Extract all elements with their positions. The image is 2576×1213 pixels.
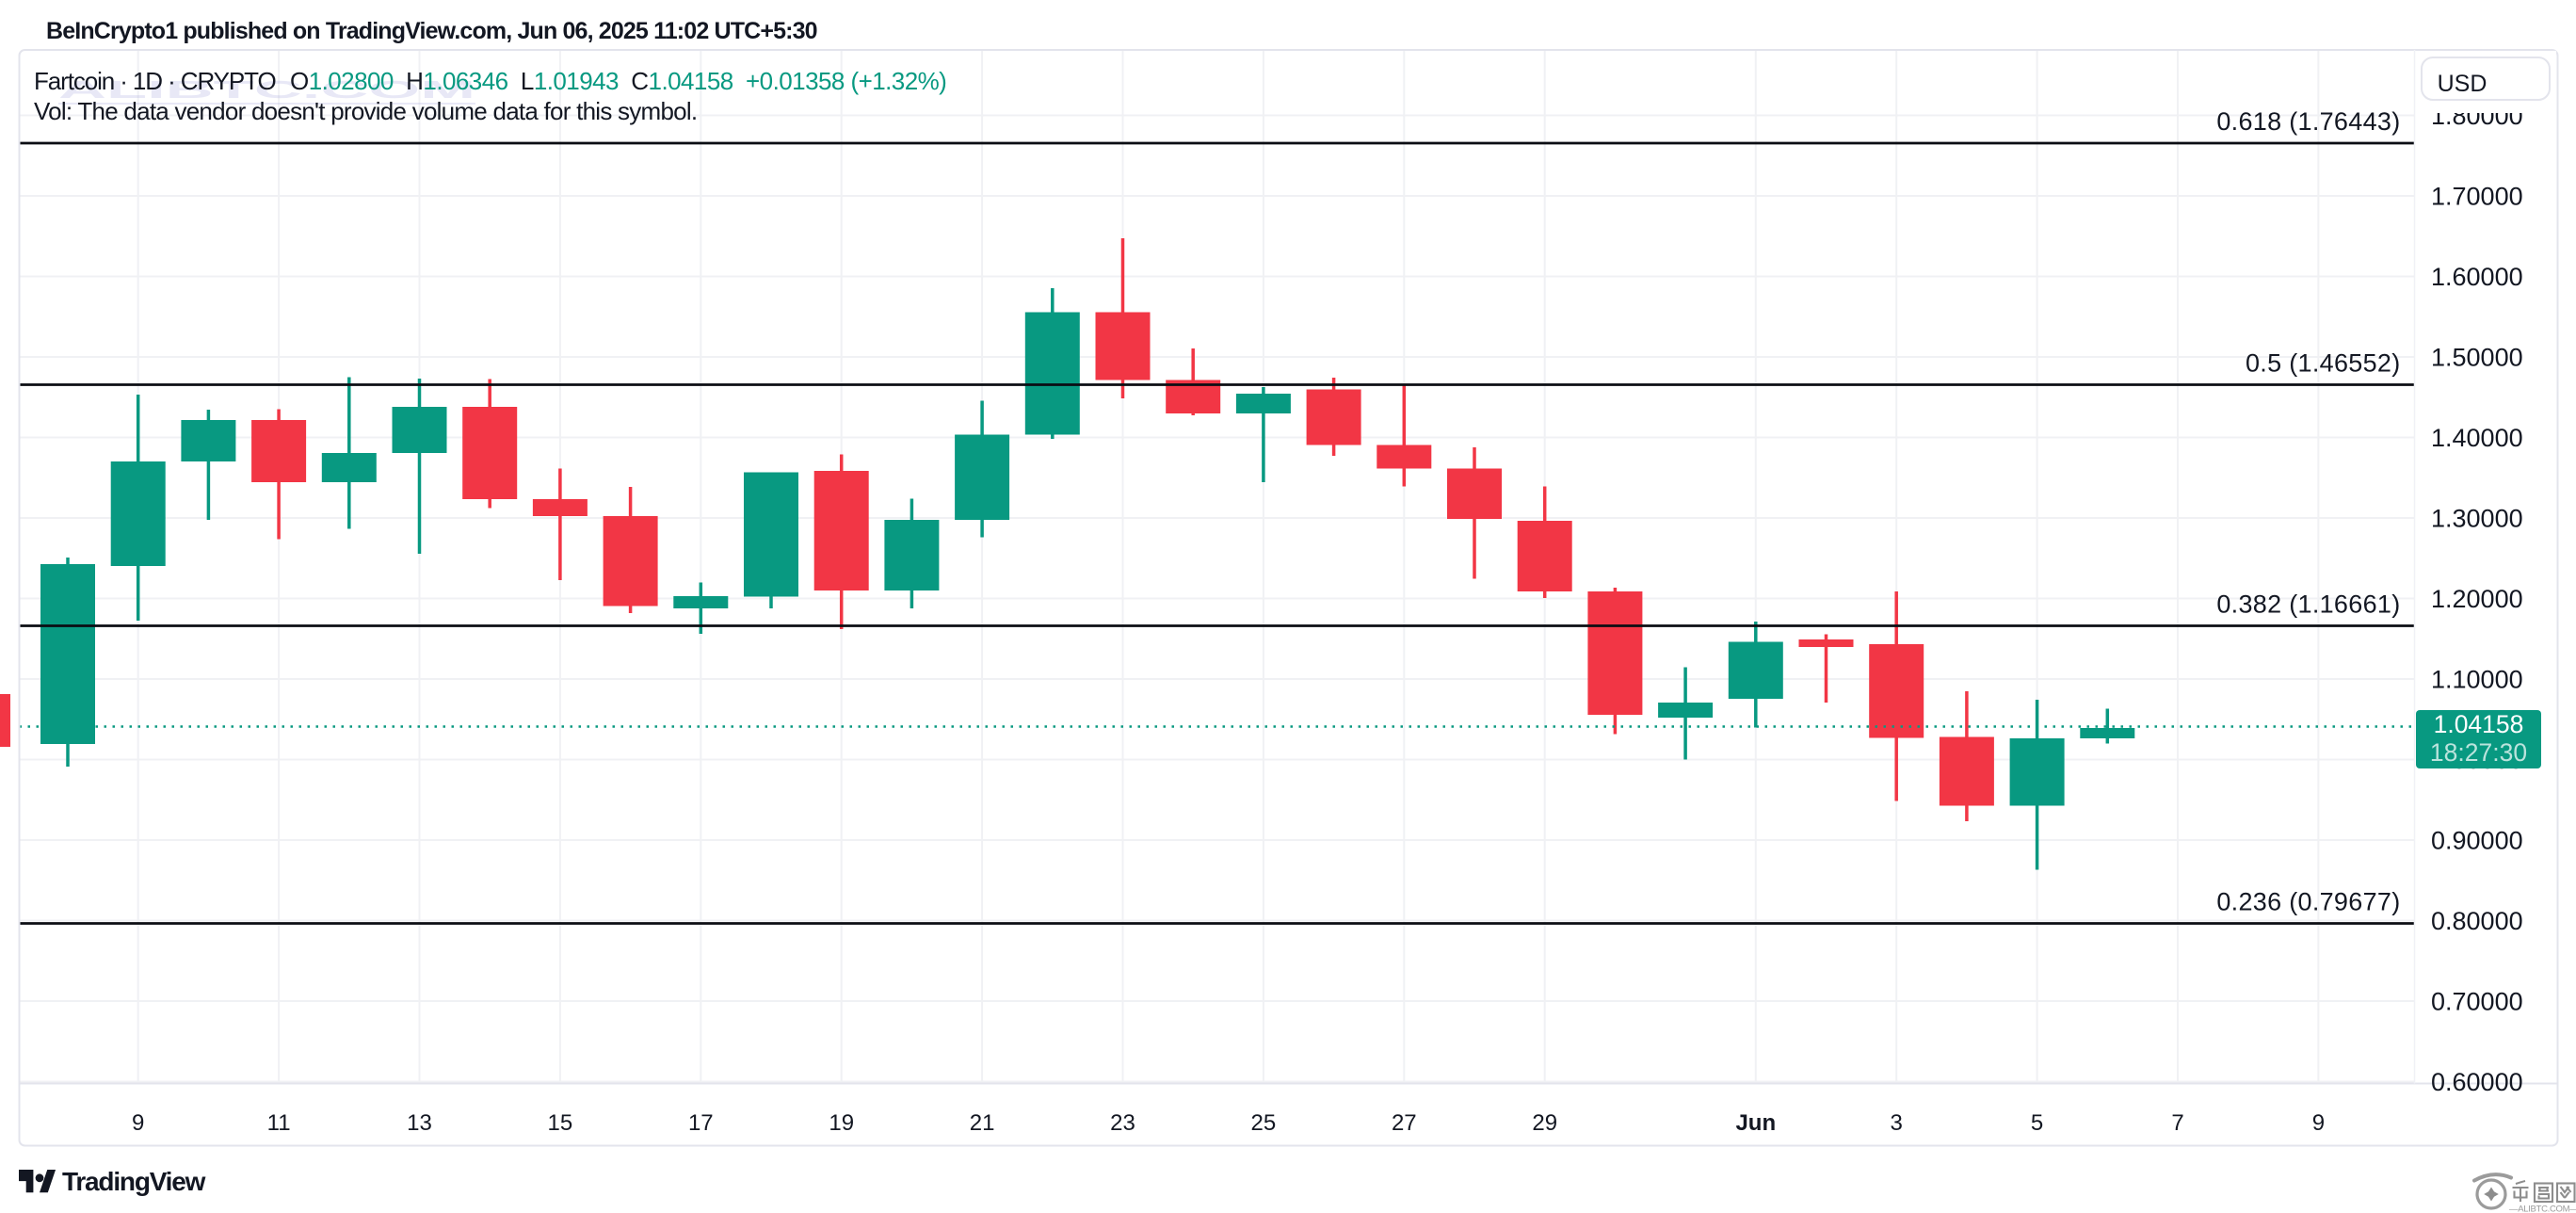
svg-text:7: 7 bbox=[2171, 1110, 2183, 1136]
svg-text:1.40000: 1.40000 bbox=[2431, 424, 2523, 452]
svg-text:1.20000: 1.20000 bbox=[2431, 585, 2523, 613]
svg-text:9: 9 bbox=[2312, 1110, 2325, 1136]
svg-text:1.10000: 1.10000 bbox=[2431, 666, 2523, 694]
svg-text:21: 21 bbox=[970, 1110, 995, 1136]
svg-text:TradingView: TradingView bbox=[62, 1167, 206, 1196]
svg-text:29: 29 bbox=[1532, 1110, 1557, 1136]
svg-text:1.60000: 1.60000 bbox=[2431, 263, 2523, 291]
svg-text:1.50000: 1.50000 bbox=[2431, 344, 2523, 372]
svg-text:13: 13 bbox=[407, 1110, 432, 1136]
svg-text:0.70000: 0.70000 bbox=[2431, 988, 2523, 1016]
svg-text:5: 5 bbox=[2031, 1110, 2043, 1136]
svg-text:11: 11 bbox=[267, 1110, 291, 1136]
svg-text:USD: USD bbox=[2438, 71, 2487, 97]
svg-text:9: 9 bbox=[132, 1110, 144, 1136]
svg-text:0.90000: 0.90000 bbox=[2431, 827, 2523, 855]
svg-text:Jun: Jun bbox=[1735, 1110, 1776, 1136]
svg-text:0.60000: 0.60000 bbox=[2431, 1068, 2523, 1096]
svg-text:19: 19 bbox=[829, 1110, 854, 1136]
svg-text:1.70000: 1.70000 bbox=[2431, 183, 2523, 211]
svg-text:BeInCrypto1 published on Tradi: BeInCrypto1 published on TradingView.com… bbox=[46, 18, 817, 44]
svg-text:0.236 (0.79677): 0.236 (0.79677) bbox=[2216, 888, 2400, 916]
svg-text:0.382 (1.16661): 0.382 (1.16661) bbox=[2216, 590, 2400, 619]
svg-text:18:27:30: 18:27:30 bbox=[2430, 738, 2527, 767]
svg-text:0.80000: 0.80000 bbox=[2431, 907, 2523, 935]
svg-text:17: 17 bbox=[688, 1110, 714, 1136]
svg-text:15: 15 bbox=[548, 1110, 573, 1136]
svg-text:—ALIBTC.COM—: —ALIBTC.COM— bbox=[2509, 1205, 2576, 1213]
svg-text:27: 27 bbox=[1392, 1110, 1417, 1136]
svg-text:25: 25 bbox=[1251, 1110, 1277, 1136]
svg-text:ALIBTC.COM: ALIBTC.COM bbox=[58, 75, 475, 104]
svg-text:0.5 (1.46552): 0.5 (1.46552) bbox=[2246, 349, 2401, 378]
svg-text:Fartcoin · 1D · CRYPTO: Fartcoin · 1D · CRYPTO bbox=[34, 67, 276, 95]
svg-text:0.618 (1.76443): 0.618 (1.76443) bbox=[2216, 107, 2400, 136]
svg-text:1.04158: 1.04158 bbox=[2434, 710, 2524, 738]
svg-text:O1.02800 H1.06346 L1.01943: O1.02800 H1.06346 L1.01943 C1.04158 +0.0… bbox=[290, 67, 946, 95]
svg-text:3: 3 bbox=[1891, 1110, 1903, 1136]
svg-text:23: 23 bbox=[1110, 1110, 1135, 1136]
svg-text:Vol: The data vendor doesn't p: Vol: The data vendor doesn't provide vol… bbox=[34, 97, 697, 125]
svg-text:1.30000: 1.30000 bbox=[2431, 505, 2523, 533]
